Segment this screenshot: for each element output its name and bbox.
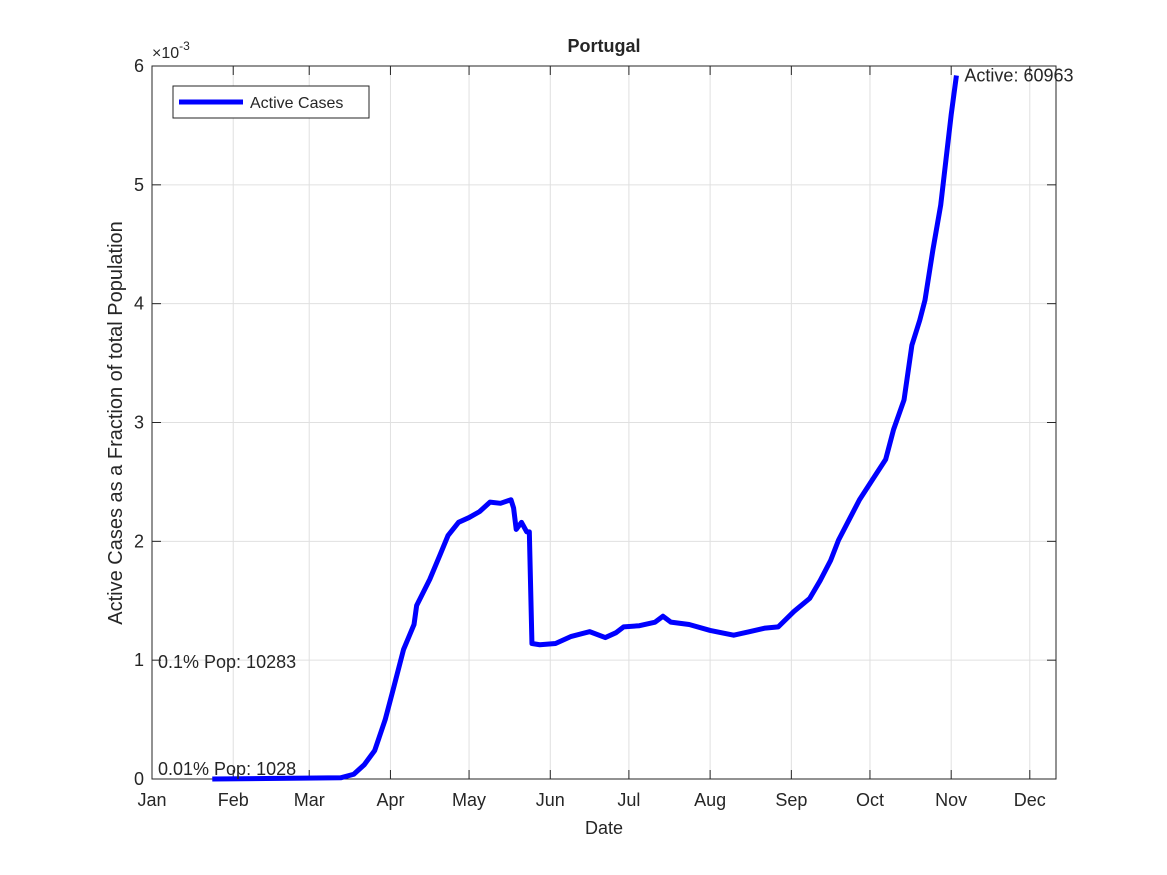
x-tick-label: May — [452, 790, 486, 810]
plot-frame — [151, 65, 1057, 780]
x-axis-label: Date — [585, 818, 623, 838]
y-tick-label: 4 — [134, 294, 144, 314]
annotation: Active: 60963 — [964, 66, 1073, 86]
y-exponent-power: -3 — [179, 39, 190, 53]
y-tick-label: 5 — [134, 175, 144, 195]
x-tick-label: Apr — [376, 790, 404, 810]
x-tick-label: Oct — [856, 790, 884, 810]
y-exponent: ×10-3 — [152, 39, 190, 62]
y-tick-label: 2 — [134, 531, 144, 551]
x-tick-label: Jun — [536, 790, 565, 810]
y-axis-label: Active Cases as a Fraction of total Popu… — [105, 221, 127, 625]
x-tick-label: Jul — [617, 790, 640, 810]
y-tick-label: 3 — [134, 413, 144, 433]
x-tick-label: Sep — [775, 790, 807, 810]
x-tick-label: Jan — [137, 790, 166, 810]
y-exponent-base: ×10 — [152, 45, 179, 62]
x-tick-label: Nov — [935, 790, 967, 810]
chart-title: Portugal — [567, 36, 640, 56]
legend-label: Active Cases — [250, 95, 343, 112]
x-tick-label: Feb — [218, 790, 249, 810]
x-tick-label: Dec — [1014, 790, 1046, 810]
annotation: 0.01% Pop: 1028 — [158, 759, 296, 779]
x-tick-label: Aug — [694, 790, 726, 810]
annotation: 0.1% Pop: 10283 — [158, 652, 296, 672]
data-line — [212, 75, 959, 782]
y-tick-label: 0 — [134, 769, 144, 789]
x-tick-label: Mar — [294, 790, 325, 810]
y-tick-label: 1 — [134, 650, 144, 670]
y-tick-label: 6 — [134, 56, 144, 76]
